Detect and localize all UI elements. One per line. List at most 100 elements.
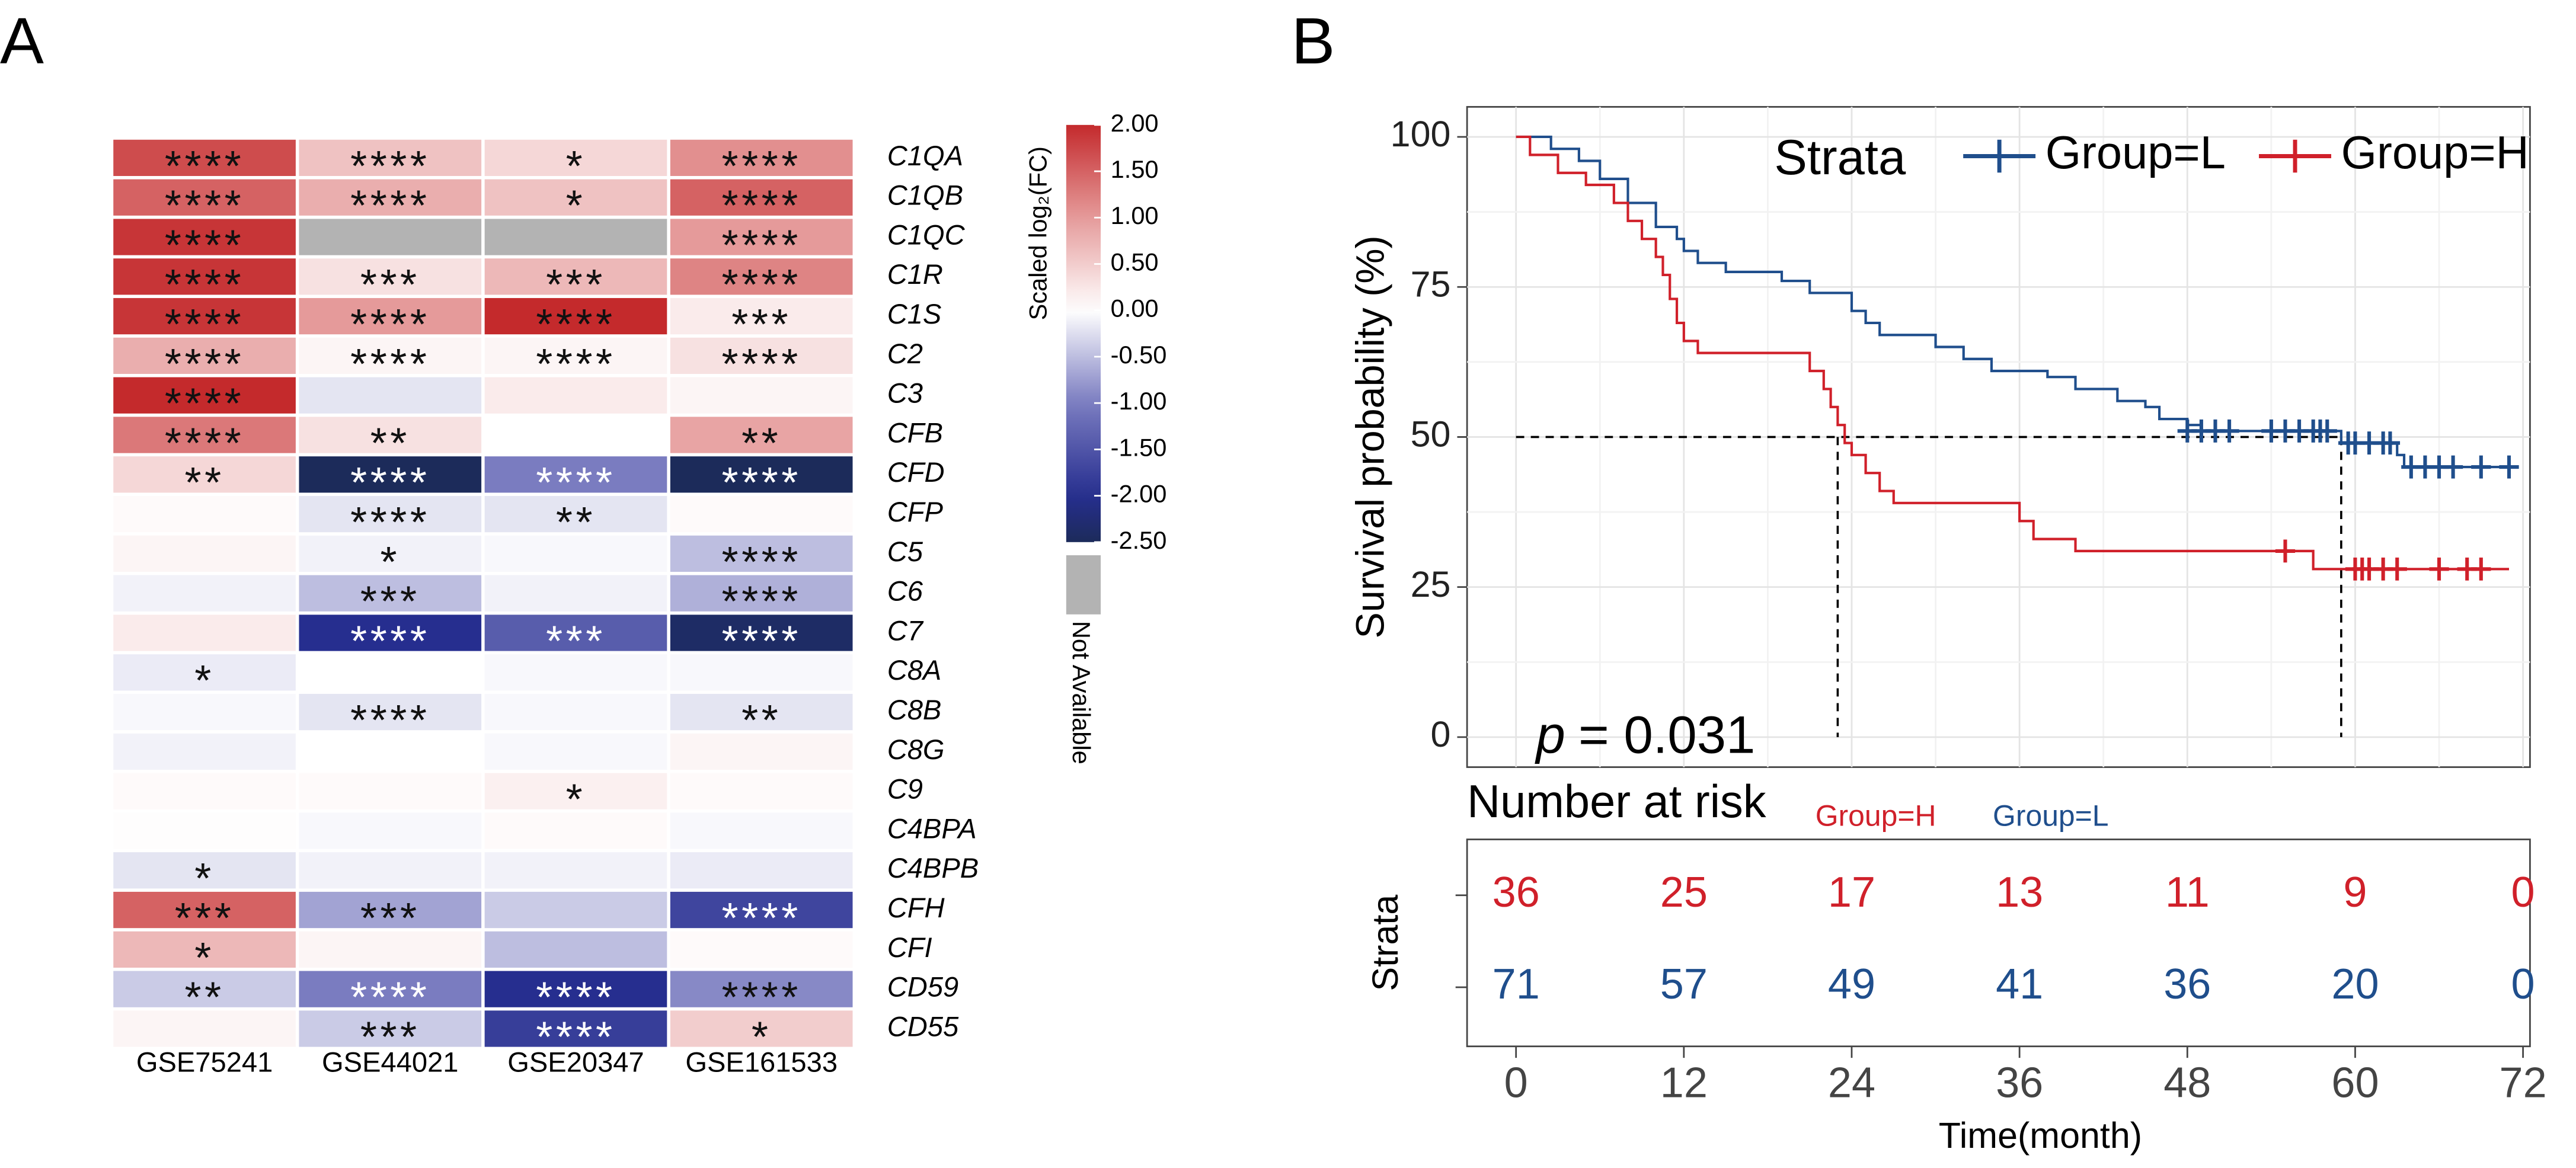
censor-mark	[2380, 431, 2401, 455]
colorbar-tick-label: -1.50	[1111, 433, 1167, 461]
heatmap-cell	[299, 733, 482, 770]
censor-mark	[2219, 419, 2239, 443]
panel-label: A	[0, 5, 44, 78]
x-tick-label: 72	[2500, 1059, 2547, 1106]
heatmap-cell	[113, 575, 296, 612]
heatmap-cell	[484, 219, 667, 255]
heatmap-cell	[113, 615, 296, 651]
heatmap-cell	[299, 891, 482, 929]
risk-table-ylabel: Strata	[1365, 895, 1405, 991]
row-label: CFI	[887, 932, 932, 963]
row-label: CFH	[887, 892, 945, 923]
heatmap-cell	[670, 852, 853, 889]
column-label: GSE75241	[136, 1047, 273, 1078]
censor-mark	[2443, 455, 2463, 479]
row-label: C1S	[887, 298, 942, 329]
heatmap-cell	[670, 931, 853, 968]
risk-count: 25	[1660, 869, 1708, 916]
row-label: CD59	[887, 971, 958, 1003]
colorbar-tick-label: 1.00	[1111, 201, 1159, 229]
colorbar-tick-label: 0.00	[1111, 295, 1159, 322]
heatmap-cell	[484, 258, 667, 295]
heatmap-cell	[670, 773, 853, 809]
row-label: C1QB	[887, 180, 963, 211]
heatmap-cell	[299, 615, 482, 651]
heatmap-cell	[670, 219, 853, 255]
heatmap-cell	[113, 139, 296, 177]
heatmap-cell	[113, 852, 296, 889]
row-label: C4BPB	[887, 852, 979, 884]
significance-label: ****	[536, 1013, 615, 1061]
heatmap-cell	[113, 733, 296, 770]
colorbar-tick-label: 0.50	[1111, 248, 1159, 276]
heatmap-cell	[484, 891, 667, 929]
censor-mark	[2499, 455, 2519, 479]
row-label: CD55	[887, 1010, 959, 1042]
heatmap-cell	[113, 693, 296, 731]
y-tick-label: 100	[1391, 114, 1451, 154]
row-label: C2	[887, 338, 923, 369]
heatmap-cell	[670, 377, 853, 414]
x-tick-label: 12	[1660, 1059, 1708, 1106]
censor-mark	[2471, 455, 2491, 479]
heatmap-cell	[484, 971, 667, 1007]
row-label: CFD	[887, 456, 945, 488]
risk-table-group: Group=L	[1993, 799, 2108, 833]
censor-mark	[2275, 539, 2296, 563]
heatmap-cell	[113, 931, 296, 968]
heatmap-cell	[484, 417, 667, 453]
heatmap-cell	[299, 495, 482, 533]
censor-mark	[2317, 419, 2337, 443]
heatmap-cell	[484, 812, 667, 849]
heatmap-cell	[113, 891, 296, 929]
heatmap-cell	[299, 219, 482, 255]
heatmap-cell	[299, 258, 482, 295]
heatmap-cell	[299, 773, 482, 809]
na-label: Not Available	[1068, 621, 1095, 764]
heatmap-cell	[484, 139, 667, 177]
x-tick-label: 60	[2331, 1059, 2379, 1106]
heatmap-cell	[484, 179, 667, 216]
y-tick-label: 0	[1430, 714, 1450, 754]
row-label: C1QA	[887, 140, 963, 171]
risk-count: 41	[1996, 961, 2043, 1008]
column-label: GSE44021	[322, 1047, 459, 1078]
legend-label: Group=H	[2341, 127, 2529, 178]
risk-count: 36	[1492, 869, 1540, 916]
annotation-symbol: p	[1535, 706, 1565, 764]
heatmap-cell	[113, 417, 296, 453]
heatmap-cell	[113, 377, 296, 414]
heatmap-cell	[299, 377, 482, 414]
survival-curve	[1516, 135, 2509, 571]
row-label: C4BPA	[887, 812, 977, 844]
heatmap-cell	[670, 693, 853, 731]
heatmap-cell	[484, 535, 667, 572]
significance-label: ***	[360, 1013, 420, 1061]
heatmap-cell	[299, 139, 482, 177]
censor-mark	[2429, 557, 2449, 581]
heatmap-cell	[299, 575, 482, 612]
heatmap-cell	[113, 297, 296, 335]
heatmap-cell	[113, 495, 296, 533]
heatmap-cell	[670, 337, 853, 375]
heatmap-cell	[670, 179, 853, 216]
heatmap-cell	[670, 297, 853, 335]
y-tick-label: 50	[1411, 414, 1451, 455]
heatmap-cell	[113, 258, 296, 295]
heatmap-cell	[670, 971, 853, 1007]
colorbar	[1066, 124, 1101, 542]
heatmap-cell	[299, 812, 482, 849]
heatmap-cell	[670, 654, 853, 691]
heatmap-cell	[670, 535, 853, 572]
heatmap-cell	[113, 971, 296, 1007]
risk-count: 0	[2511, 961, 2535, 1008]
y-tick-label: 75	[1411, 264, 1451, 304]
heatmap-cell	[670, 456, 853, 493]
colorbar-tick-label: 1.50	[1111, 155, 1159, 183]
row-label: C8A	[887, 654, 942, 686]
legend-swatch	[2259, 139, 2332, 173]
heatmap-cell	[670, 615, 853, 651]
heatmap-cell	[670, 139, 853, 177]
heatmap-cell	[484, 337, 667, 375]
row-label: C5	[887, 536, 923, 567]
